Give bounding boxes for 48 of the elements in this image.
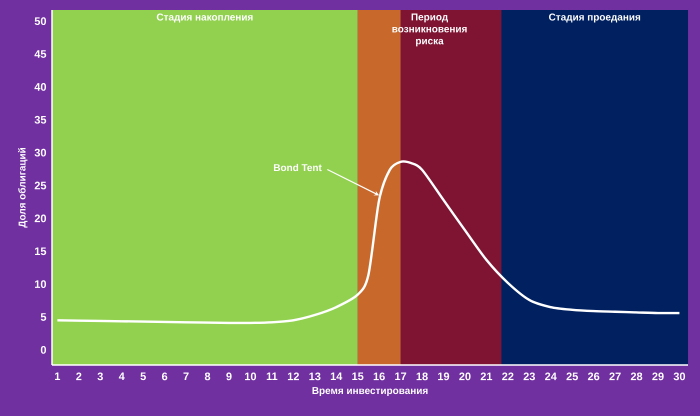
x-tick-label: 18 [416,372,428,380]
line-series [56,160,681,324]
x-tick-label: 7 [183,372,189,380]
x-tick-label: 30 [674,372,686,380]
y-axis-title: Доля облигаций [18,148,28,228]
x-tick-label: 11 [266,372,278,380]
y-tick-label: 5 [40,313,46,321]
x-tick-label: 2 [76,372,82,380]
x-tick-label: 9 [226,372,232,380]
band-label: Стадия проедания [549,14,640,23]
x-tick-label: 22 [502,372,514,380]
x-axis-title: Время инвестирования [312,387,428,396]
x-tick-label: 24 [545,372,557,380]
x-tick-label: 19 [438,372,450,380]
x-tick-label: 15 [352,372,364,380]
x-tick-label: 8 [204,372,210,380]
x-tick-label: 6 [162,372,168,380]
y-tick-label: 0 [40,346,46,354]
x-tick-label: 3 [97,372,103,380]
band-label: Стадия накопления [156,14,253,22]
x-tick-label: 20 [459,372,471,380]
annotation: Период возникновения риска [392,14,467,46]
x-tick-label: 21 [480,372,492,380]
x-tick-label: 28 [630,372,642,380]
x-tick-label: 26 [588,372,600,380]
y-tick-label: 20 [34,214,46,222]
x-tick-label: 25 [566,372,578,380]
y-tick-label: 15 [34,247,46,256]
x-tick-label: 13 [309,372,320,380]
y-tick-label: 35 [34,116,46,124]
annotation: Bond Tent [274,164,322,172]
y-tick-label: 40 [34,83,46,91]
x-tick-label: 29 [652,372,664,380]
y-tick-label: 25 [34,182,46,190]
x-tick-label: 14 [330,372,342,380]
x-tick-label: 17 [395,372,406,380]
y-tick-label: 30 [34,148,46,157]
x-tick-label: 16 [374,372,385,380]
x-tick-label: 4 [118,372,125,380]
x-tick-label: 10 [245,372,256,380]
x-tick-label: 1 [55,372,60,380]
x-tick-label: 27 [609,372,621,380]
x-tick-label: 23 [524,372,535,380]
y-tick-label: 45 [34,50,46,58]
y-tick-label: 50 [34,17,46,26]
x-tick-label: 5 [140,372,146,380]
x-tick-label: 12 [288,372,299,380]
y-tick-label: 10 [34,280,46,288]
